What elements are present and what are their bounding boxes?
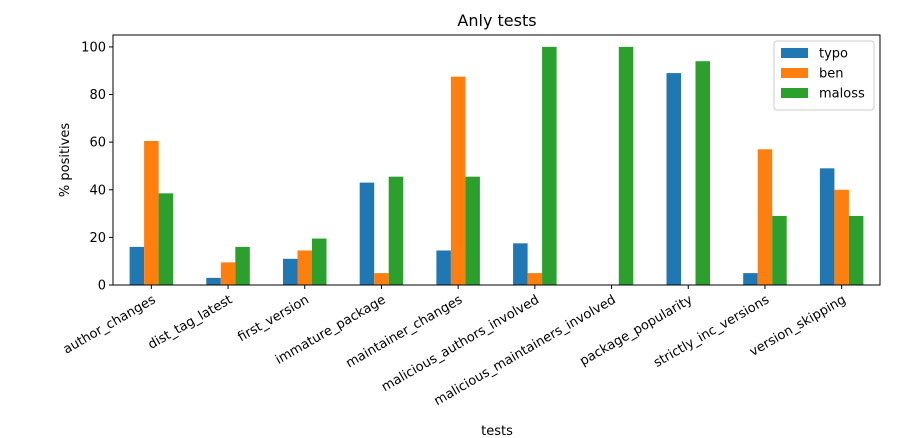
y-axis-label: % positives <box>58 123 73 197</box>
legend-swatch-maloss <box>781 88 808 98</box>
bar-typo-malicious_authors_involved <box>513 243 528 285</box>
x-tick-label-first_version: first_version <box>235 292 311 345</box>
bar-ben-strictly_inc_versions <box>757 149 773 285</box>
bar-typo-immature_package <box>359 182 375 285</box>
bar-typo-first_version <box>283 258 298 285</box>
y-tick-label: 40 <box>89 183 106 198</box>
chart-title: Anly tests <box>457 11 536 30</box>
bar-ben-malicious_authors_involved <box>527 273 543 285</box>
bar-maloss-immature_package <box>388 176 404 285</box>
legend-label-maloss: maloss <box>819 87 865 102</box>
bar-maloss-author_changes <box>158 193 174 285</box>
bar-maloss-malicious_authors_involved <box>542 46 557 286</box>
x-axis-label: tests <box>481 424 513 438</box>
bar-ben-first_version <box>297 250 312 285</box>
y-tick-label: 0 <box>98 279 106 294</box>
y-tick-label: 80 <box>89 88 106 103</box>
bar-typo-version_skipping <box>819 168 835 285</box>
bar-typo-package_popularity <box>666 73 681 285</box>
x-tick-label-dist_tag_latest: dist_tag_latest <box>146 292 235 352</box>
bar-maloss-version_skipping <box>848 215 864 285</box>
y-tick-label: 20 <box>89 231 106 246</box>
plot-frame <box>112 34 881 286</box>
bar-ben-author_changes <box>144 140 159 285</box>
bar-maloss-strictly_inc_versions <box>772 215 787 285</box>
bar-typo-author_changes <box>129 246 145 285</box>
legend-label-typo: typo <box>819 47 848 62</box>
bar-ben-version_skipping <box>834 189 849 285</box>
legend-label-ben: ben <box>819 67 844 82</box>
bar-maloss-dist_tag_latest <box>235 246 250 285</box>
bar-typo-strictly_inc_versions <box>743 273 758 285</box>
bar-maloss-malicious_maintainers_involved <box>618 46 634 286</box>
bar-ben-immature_package <box>374 273 389 285</box>
bar-maloss-maintainer_changes <box>465 176 480 285</box>
plot-area: 0 20 40 60 80 100 author_changesdist_tag_lates… <box>61 34 881 409</box>
bar-maloss-first_version <box>312 238 327 285</box>
bar-maloss-package_popularity <box>695 61 710 285</box>
x-tick-label-author_changes: author_changes <box>61 292 159 357</box>
bar-ben-maintainer_changes <box>450 76 466 285</box>
legend-swatch-typo <box>781 48 808 58</box>
bar-ben-dist_tag_latest <box>220 262 236 285</box>
bar-typo-maintainer_changes <box>436 250 451 285</box>
y-tick-label: 60 <box>89 136 106 151</box>
legend: typo ben maloss <box>773 40 875 111</box>
bar-typo-dist_tag_latest <box>206 277 221 285</box>
legend-swatch-ben <box>781 68 808 78</box>
y-tick-label: 100 <box>81 40 106 55</box>
